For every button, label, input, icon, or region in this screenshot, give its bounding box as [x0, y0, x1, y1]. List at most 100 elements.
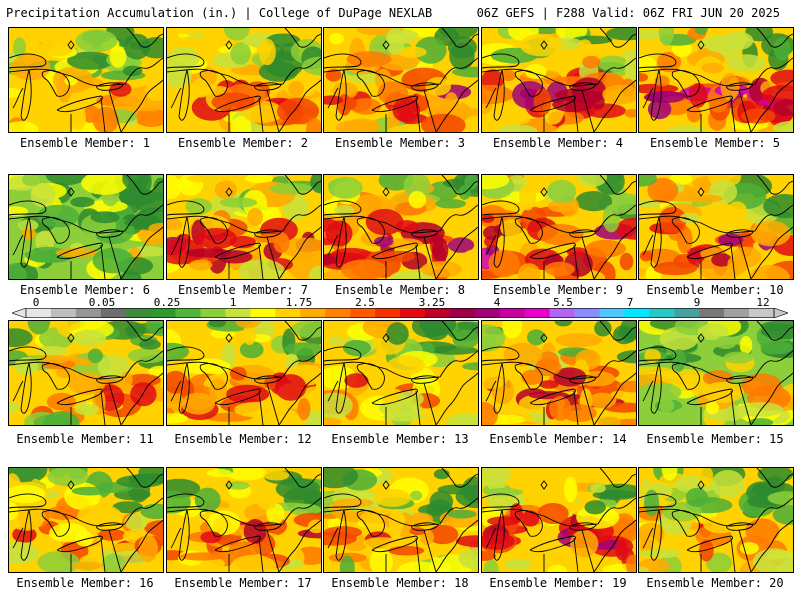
station-marker — [382, 40, 390, 50]
ensemble-member-label: Ensemble Member: 6 — [19, 283, 151, 297]
ensemble-map-panel — [481, 27, 637, 133]
ensemble-member-label: Ensemble Member: 15 — [646, 432, 784, 446]
map-boundaries — [324, 28, 478, 132]
colorbar-tick-label: 0.25 — [153, 296, 181, 309]
colorbar-tick-label: 7 — [626, 296, 634, 309]
map-boundaries — [324, 468, 478, 572]
ensemble-member-label: Ensemble Member: 2 — [177, 136, 309, 150]
precip-field-map — [324, 321, 478, 425]
colorbar-bin — [499, 308, 525, 318]
ensemble-map-panel — [638, 27, 794, 133]
colorbar-bin — [200, 308, 226, 318]
ensemble-member-label: Ensemble Member: 20 — [646, 576, 784, 590]
precip-field-map — [324, 468, 478, 572]
ensemble-map-panel — [8, 27, 164, 133]
precip-field-map — [324, 28, 478, 132]
colorbar-bin — [674, 308, 700, 318]
colorbar-bin — [75, 308, 102, 318]
ensemble-member-label: Ensemble Member: 5 — [649, 136, 781, 150]
map-boundaries — [167, 321, 321, 425]
colorbar-bin — [699, 308, 725, 318]
colorbar-bin — [549, 308, 575, 318]
precip-field-map — [167, 468, 321, 572]
precip-colorbar: 0 0.05 0.25 1 1.75 2.5 3.25 4 5.5 7 9 12 — [0, 296, 800, 320]
map-boundaries — [324, 175, 478, 279]
ensemble-map-panel — [166, 27, 322, 133]
precip-field-map — [482, 28, 636, 132]
ensemble-map-panel — [323, 27, 479, 133]
page-header: Precipitation Accumulation (in.) | Colle… — [0, 0, 800, 24]
ensemble-map-panel — [8, 174, 164, 280]
station-marker — [225, 187, 233, 197]
ensemble-map-panel — [481, 467, 637, 573]
map-boundaries — [9, 321, 163, 425]
precip-field-map — [9, 28, 163, 132]
ensemble-map-panel — [638, 467, 794, 573]
colorbar-bin — [175, 308, 201, 318]
map-boundaries — [639, 321, 793, 425]
colorbar-bin — [125, 308, 151, 318]
ensemble-member-label: Ensemble Member: 17 — [174, 576, 312, 590]
colorbar-tick-label: 0 — [32, 296, 40, 309]
ensemble-map-panel — [166, 174, 322, 280]
colorbar-tick-label: 4 — [493, 296, 501, 309]
colorbar-bin — [599, 308, 625, 318]
station-marker — [540, 333, 548, 343]
ensemble-map-panel — [323, 174, 479, 280]
precip-field-map — [9, 468, 163, 572]
colorbar-bin — [624, 308, 650, 318]
station-marker — [697, 480, 705, 490]
precip-field-map — [167, 28, 321, 132]
colorbar-bin — [250, 308, 276, 318]
station-marker — [225, 40, 233, 50]
precip-field-map — [639, 468, 793, 572]
colorbar-tick-label: 0.05 — [88, 296, 116, 309]
colorbar-bin — [375, 308, 401, 318]
colorbar-bin — [325, 308, 351, 318]
map-boundaries — [167, 28, 321, 132]
ensemble-map-panel — [8, 467, 164, 573]
station-marker — [540, 40, 548, 50]
station-marker — [697, 187, 705, 197]
ensemble-map-panel — [323, 467, 479, 573]
colorbar-bin — [449, 308, 476, 318]
colorbar-min-arrow — [12, 308, 27, 318]
map-boundaries — [9, 468, 163, 572]
colorbar-bin — [724, 308, 750, 318]
map-boundaries — [167, 175, 321, 279]
station-marker — [67, 480, 75, 490]
station-marker — [382, 187, 390, 197]
ensemble-member-label: Ensemble Member: 4 — [492, 136, 624, 150]
station-marker — [67, 333, 75, 343]
ensemble-member-label: Ensemble Member: 7 — [177, 283, 309, 297]
ensemble-map-panel — [166, 320, 322, 426]
colorbar-max-arrow — [773, 308, 788, 318]
station-marker — [697, 40, 705, 50]
ensemble-map-panel — [8, 320, 164, 426]
station-marker — [225, 480, 233, 490]
ensemble-member-label: Ensemble Member: 19 — [489, 576, 627, 590]
colorbar-bin — [350, 308, 376, 318]
map-boundaries — [482, 468, 636, 572]
map-boundaries — [639, 28, 793, 132]
precip-field-map — [324, 175, 478, 279]
colorbar-bin — [649, 308, 675, 318]
ensemble-member-label: Ensemble Member: 11 — [16, 432, 154, 446]
ensemble-member-label: Ensemble Member: 14 — [489, 432, 627, 446]
model-valid-time: 06Z GEFS | F288 Valid: 06Z FRI JUN 20 20… — [476, 6, 780, 20]
ensemble-map-panel — [323, 320, 479, 426]
ensemble-map-panel — [166, 467, 322, 573]
precip-field-map — [482, 468, 636, 572]
colorbar-tick-label: 1.75 — [285, 296, 313, 309]
ensemble-member-label: Ensemble Member: 3 — [334, 136, 466, 150]
precip-field-map — [9, 321, 163, 425]
precip-field-map — [9, 175, 163, 279]
map-boundaries — [9, 175, 163, 279]
ensemble-map-panel — [638, 320, 794, 426]
colorbar-bin — [225, 308, 251, 318]
map-boundaries — [482, 28, 636, 132]
colorbar-tick-label: 3.25 — [418, 296, 446, 309]
map-boundaries — [324, 321, 478, 425]
colorbar-bin — [50, 308, 77, 318]
station-marker — [67, 40, 75, 50]
